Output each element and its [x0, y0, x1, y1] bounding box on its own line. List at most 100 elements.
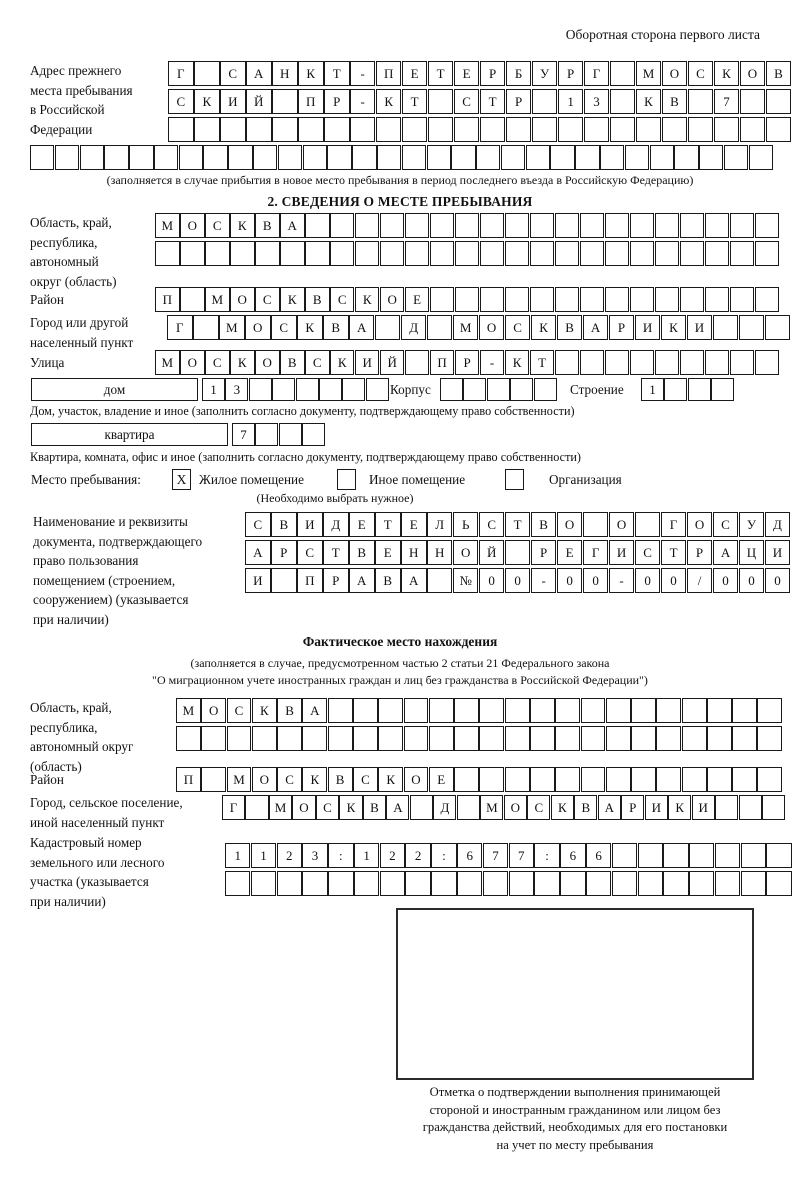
char-cell[interactable]: [529, 287, 555, 312]
char-cell[interactable]: И: [245, 568, 271, 593]
char-cell[interactable]: О: [403, 767, 429, 792]
char-cell[interactable]: [248, 378, 272, 401]
char-cell[interactable]: К: [635, 89, 662, 114]
char-cell[interactable]: [656, 726, 682, 751]
char-cell[interactable]: Т: [529, 350, 555, 375]
char-cell[interactable]: К: [229, 350, 255, 375]
char-cell[interactable]: 1: [641, 378, 664, 401]
char-cell[interactable]: А: [712, 540, 739, 565]
char-cell[interactable]: С: [245, 512, 271, 537]
char-cell[interactable]: [557, 117, 584, 142]
char-cell[interactable]: 0: [712, 568, 739, 593]
char-cell[interactable]: [376, 145, 402, 170]
char-cell[interactable]: [201, 726, 227, 751]
char-cell[interactable]: [754, 287, 780, 312]
char-cell[interactable]: 6: [585, 843, 612, 868]
char-cell[interactable]: [168, 117, 194, 142]
char-cell[interactable]: [404, 213, 430, 238]
char-cell[interactable]: М: [226, 767, 252, 792]
char-cell[interactable]: [342, 378, 366, 401]
char-cell[interactable]: [575, 145, 600, 170]
char-cell[interactable]: С: [168, 89, 194, 114]
char-cell[interactable]: С: [527, 795, 551, 820]
char-cell[interactable]: 6: [457, 843, 483, 868]
char-cell[interactable]: К: [329, 350, 355, 375]
char-cell[interactable]: Г: [583, 61, 610, 86]
char-cell[interactable]: [740, 871, 767, 896]
char-cell[interactable]: И: [296, 512, 323, 537]
char-cell[interactable]: Г: [582, 540, 609, 565]
char-cell[interactable]: [757, 767, 783, 792]
char-cell[interactable]: О: [661, 61, 688, 86]
char-cell[interactable]: [654, 287, 680, 312]
char-cell[interactable]: А: [348, 568, 375, 593]
char-cell[interactable]: [529, 698, 555, 723]
char-cell[interactable]: [754, 213, 780, 238]
char-cell[interactable]: В: [661, 89, 688, 114]
char-cell[interactable]: О: [686, 512, 713, 537]
char-cell[interactable]: [270, 568, 297, 593]
char-cell[interactable]: Й: [478, 540, 505, 565]
char-cell[interactable]: [583, 117, 610, 142]
char-cell[interactable]: [732, 767, 758, 792]
char-cell[interactable]: [631, 698, 656, 723]
char-cell[interactable]: [302, 423, 326, 446]
char-cell[interactable]: [327, 145, 352, 170]
char-cell[interactable]: [504, 241, 530, 266]
char-cell[interactable]: [699, 145, 724, 170]
char-cell[interactable]: М: [176, 698, 201, 723]
char-cell[interactable]: Б: [505, 61, 532, 86]
char-cell[interactable]: [193, 117, 220, 142]
char-cell[interactable]: -: [349, 61, 376, 86]
char-cell[interactable]: [534, 871, 560, 896]
char-cell[interactable]: [609, 61, 636, 86]
char-cell[interactable]: [179, 241, 205, 266]
char-cell[interactable]: Г: [222, 795, 246, 820]
char-cell[interactable]: [479, 698, 505, 723]
char-cell[interactable]: [254, 241, 280, 266]
char-cell[interactable]: [757, 726, 783, 751]
char-cell[interactable]: [579, 213, 605, 238]
char-cell[interactable]: О: [179, 350, 205, 375]
char-cell[interactable]: [579, 350, 605, 375]
char-cell[interactable]: [176, 726, 201, 751]
char-cell[interactable]: С: [296, 540, 323, 565]
char-cell[interactable]: [454, 698, 479, 723]
char-cell[interactable]: [704, 350, 730, 375]
char-cell[interactable]: [226, 726, 252, 751]
char-cell[interactable]: Т: [401, 89, 428, 114]
char-cell[interactable]: [604, 287, 630, 312]
char-cell[interactable]: С: [277, 767, 303, 792]
char-cell[interactable]: В: [530, 512, 557, 537]
char-cell[interactable]: Л: [426, 512, 453, 537]
char-cell[interactable]: И: [764, 540, 791, 565]
char-cell[interactable]: Т: [427, 61, 454, 86]
char-cell[interactable]: [297, 117, 324, 142]
char-cell[interactable]: И: [634, 315, 661, 340]
char-cell[interactable]: Е: [556, 540, 583, 565]
char-cell[interactable]: [629, 350, 655, 375]
char-cell[interactable]: Е: [453, 61, 480, 86]
char-cell[interactable]: [704, 213, 730, 238]
char-cell[interactable]: [302, 726, 328, 751]
char-cell[interactable]: Г: [660, 512, 687, 537]
char-cell[interactable]: 7: [713, 89, 740, 114]
char-cell[interactable]: [278, 423, 302, 446]
char-cell[interactable]: 2: [379, 843, 406, 868]
char-cell[interactable]: 1: [557, 89, 584, 114]
char-cell[interactable]: И: [644, 795, 668, 820]
char-cell[interactable]: [409, 795, 433, 820]
char-cell[interactable]: В: [277, 698, 303, 723]
char-cell[interactable]: [329, 241, 355, 266]
char-cell[interactable]: [349, 117, 376, 142]
char-cell[interactable]: [463, 378, 487, 401]
char-cell[interactable]: Р: [454, 350, 480, 375]
char-cell[interactable]: М: [155, 350, 180, 375]
char-cell[interactable]: М: [218, 315, 245, 340]
char-cell[interactable]: [178, 145, 204, 170]
char-cell[interactable]: [529, 726, 555, 751]
flat-number-row[interactable]: 7: [232, 423, 326, 446]
char-cell[interactable]: [426, 145, 451, 170]
char-cell[interactable]: [378, 698, 404, 723]
char-cell[interactable]: С: [453, 89, 480, 114]
